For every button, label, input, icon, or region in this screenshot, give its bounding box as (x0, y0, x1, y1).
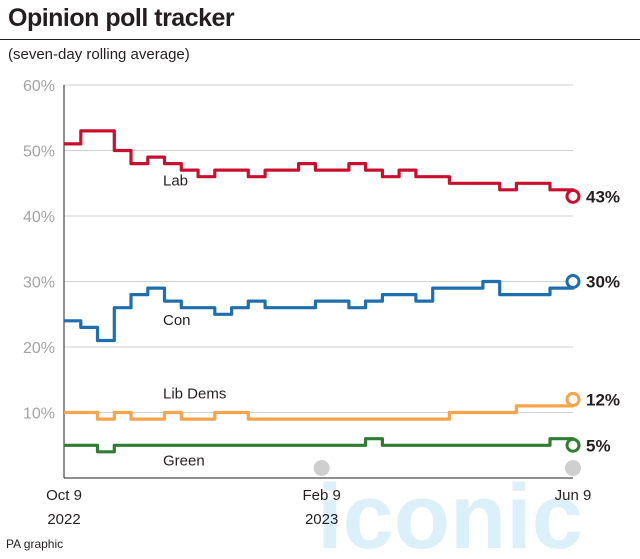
x-tick-year-label: 2022 (47, 511, 80, 528)
x-tick-label: Feb 9 (302, 487, 340, 504)
series-end-value: 43% (586, 187, 620, 206)
series-name-label: Con (163, 312, 191, 329)
watermark-text: iconic (317, 466, 583, 559)
title-rule (0, 39, 640, 40)
x-tick-year-label: 2023 (305, 511, 338, 528)
y-tick-label: 40% (23, 209, 55, 226)
axes: 10% 20% 30% 40% 50% 60% Oct 9 2022 Feb 9 2023 Jun … (23, 78, 591, 528)
series-name-label: Lib Dems (163, 386, 226, 403)
series-end-marker (565, 437, 581, 453)
series-line (64, 279, 575, 343)
source-credit: PA graphic (6, 537, 64, 551)
series-end-value: 30% (586, 273, 620, 292)
series-end-marker (565, 274, 581, 289)
y-tick-label: 20% (23, 340, 55, 357)
series-end-value: 5% (586, 436, 611, 455)
grid (64, 84, 573, 413)
series-name-label: Green (163, 452, 205, 469)
labels: 43% Lab 30% Con 12% Lib Dems 5% Green (163, 173, 620, 470)
x-tick-label: Jun 9 (555, 487, 592, 504)
y-tick-label: 10% (23, 406, 55, 423)
x-tick-marker (565, 460, 581, 476)
series-line (64, 437, 575, 454)
series (64, 129, 581, 454)
watermark: iconic (317, 466, 583, 559)
series-end-marker (565, 391, 581, 407)
y-tick-label: 60% (23, 78, 55, 95)
series-name-label: Lab (163, 173, 188, 190)
series-line (64, 129, 575, 197)
series-end-marker (565, 188, 581, 204)
chart-title: Opinion poll tracker (8, 4, 235, 32)
x-tick-marker (313, 460, 330, 476)
y-tick-label: 50% (23, 144, 55, 161)
series-end-value: 12% (586, 390, 620, 409)
series-line (64, 399, 575, 421)
y-tick-label: 30% (23, 275, 55, 292)
x-tick-label: Oct 9 (46, 487, 82, 504)
chart-subtitle: (seven-day rolling average) (8, 46, 190, 63)
